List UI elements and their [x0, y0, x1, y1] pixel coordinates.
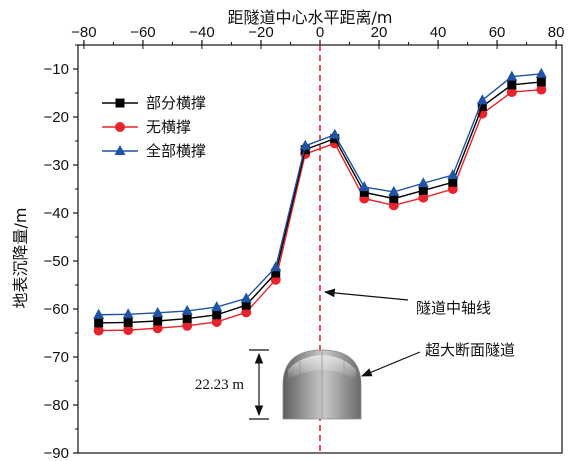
annotation-center-line: 隧道中轴线 [323, 288, 491, 317]
tunnel-arrow [361, 351, 421, 377]
data-point [211, 301, 223, 312]
legend-item: 全部横撑 [102, 142, 206, 160]
x-tick-label: 40 [430, 24, 447, 41]
data-point [211, 316, 222, 327]
data-point [270, 261, 282, 272]
y-tick-label: −10 [44, 61, 69, 78]
y-axis-title: 地表沉降量/m [11, 208, 30, 309]
y-tick-label: −90 [44, 445, 69, 461]
data-point [299, 139, 311, 150]
series-line [98, 81, 542, 324]
legend-marker [115, 122, 125, 132]
series-line [98, 73, 542, 316]
center-line-label: 隧道中轴线 [416, 299, 491, 317]
annotation-tunnel: 超大断面隧道 [361, 341, 515, 377]
y-tick-label: −40 [44, 205, 69, 222]
legend-label: 无横撑 [146, 118, 191, 136]
data-point [241, 307, 252, 318]
data-point [123, 317, 133, 327]
tunnel-label: 超大断面隧道 [425, 341, 515, 359]
data-point [152, 306, 164, 317]
series-layer [93, 67, 547, 336]
data-point [329, 128, 341, 139]
y-tick-label: −80 [44, 397, 69, 414]
data-point [358, 181, 370, 192]
data-point [477, 101, 487, 111]
x-tick-label: −40 [189, 24, 214, 41]
data-point [389, 194, 399, 204]
data-point [123, 325, 134, 336]
data-point [182, 320, 193, 331]
x-tick-label: 60 [489, 24, 506, 41]
data-point [181, 304, 193, 315]
tunnel-height-dimension: 22.23 m [195, 349, 269, 420]
data-point [271, 268, 281, 278]
y-tick-label: −20 [44, 109, 69, 126]
data-point [122, 308, 134, 319]
x-tick-label: −20 [248, 24, 273, 41]
tunnel-height-label: 22.23 m [195, 377, 245, 393]
x-tick-label: −60 [130, 24, 155, 41]
y-axis-ticks: −10 −20 −30 −40 −50 −60 −70 −80 −90 [44, 44, 78, 461]
data-point [417, 177, 429, 188]
y-tick-label: −50 [44, 253, 69, 270]
data-point [418, 192, 429, 203]
legend-label: 部分横撑 [146, 94, 206, 112]
data-point [507, 80, 517, 90]
y-tick-label: −30 [44, 157, 69, 174]
data-point [536, 77, 546, 87]
data-point [506, 70, 518, 81]
x-axis-title: 距隧道中心水平距离/m [228, 8, 393, 27]
data-point [241, 300, 251, 310]
series-triangle [93, 67, 547, 319]
series-line [98, 88, 542, 332]
data-point [152, 323, 163, 334]
data-point [94, 318, 104, 328]
data-point [153, 316, 163, 326]
data-point [388, 185, 400, 196]
data-point [359, 187, 369, 197]
legend-item: 无横撑 [102, 118, 191, 136]
tunnel-illustration [282, 349, 362, 420]
x-tick-label: −80 [71, 24, 96, 41]
legend-marker [115, 98, 125, 108]
data-point [93, 308, 105, 319]
data-point [240, 292, 252, 303]
center-line-arrow [323, 288, 409, 301]
data-point [93, 325, 104, 336]
data-point [448, 177, 458, 187]
x-tick-label: 80 [548, 24, 565, 41]
data-point [418, 185, 428, 195]
legend-item: 部分横撑 [102, 94, 206, 112]
y-tick-label: −70 [44, 349, 69, 366]
data-point [476, 94, 488, 105]
data-point [536, 84, 547, 95]
x-tick-label: 0 [316, 24, 324, 41]
x-tick-label: 20 [371, 24, 388, 41]
data-point [447, 169, 459, 180]
data-point [212, 310, 222, 320]
data-point [535, 67, 547, 78]
data-point [506, 87, 517, 98]
legend-marker [114, 145, 126, 155]
data-point [182, 314, 192, 324]
y-tick-label: −60 [44, 301, 69, 318]
legend-label: 全部横撑 [146, 142, 206, 160]
